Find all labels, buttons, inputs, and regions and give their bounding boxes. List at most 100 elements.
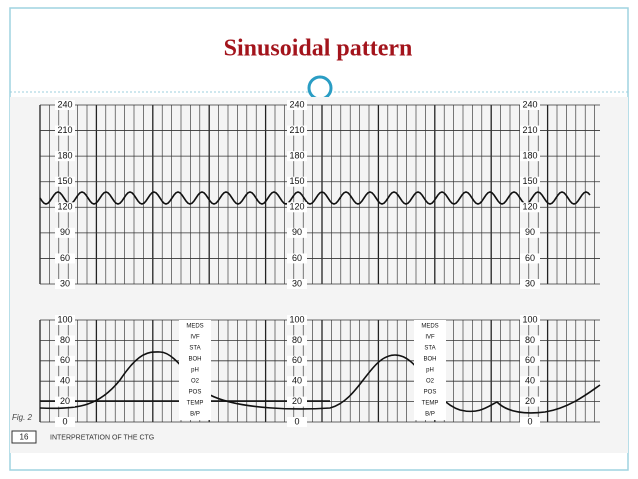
label-background (287, 151, 307, 162)
label-background (520, 396, 540, 407)
chart-note: O2 (426, 379, 435, 385)
chart-note: MEDS (186, 324, 203, 330)
fhr-scale-label: 240 (522, 99, 537, 109)
label-background (287, 125, 307, 136)
fhr-scale-label: 180 (522, 151, 537, 161)
slide-title: Sinusoidal pattern (224, 36, 413, 62)
chart-note: TEMP (187, 401, 204, 407)
label-background (287, 227, 307, 238)
label-background (55, 376, 75, 387)
label-background (520, 176, 540, 187)
label-background (55, 176, 75, 187)
fhr-scale-label: 120 (522, 202, 537, 212)
uc-trace (39, 351, 601, 414)
label-background (55, 355, 75, 366)
label-background (287, 376, 307, 387)
label-background (287, 315, 307, 325)
page-number-box (11, 430, 37, 444)
label-background (520, 355, 540, 366)
label-background (520, 227, 540, 238)
chart-note: POS (189, 390, 202, 396)
label-background (287, 253, 307, 264)
chart-note: pH (426, 368, 434, 374)
chart-note: B/P (190, 412, 200, 418)
chart-note: B/P (425, 412, 435, 418)
label-background (55, 315, 75, 325)
uc-scale-label: 100 (57, 314, 72, 324)
uc-scale-label: 60 (525, 355, 535, 365)
uc-scale-label: 20 (292, 396, 302, 406)
chart-note: O2 (191, 379, 200, 385)
label-background (520, 315, 540, 325)
fhr-scale-label: 60 (525, 253, 535, 263)
label-background (55, 125, 75, 136)
uc-scale-label: 20 (525, 396, 535, 406)
fhr-trace (39, 191, 591, 205)
fhr-scale-label: 210 (57, 125, 72, 135)
uc-scale-label: 20 (60, 396, 70, 406)
chart-note: IVF (190, 335, 200, 341)
label-background (55, 279, 75, 289)
uc-scale-label: 0 (294, 416, 299, 426)
label-background (520, 151, 540, 162)
fhr-scale-label: 240 (57, 99, 72, 109)
label-background (520, 202, 540, 213)
chart-note: TEMP (422, 401, 439, 407)
fhr-scale-label: 240 (289, 99, 304, 109)
label-background (287, 100, 307, 110)
notes-box (179, 320, 211, 420)
fhr-scale-label: 120 (289, 202, 304, 212)
uc-scale-label: 80 (525, 335, 535, 345)
chart-note: BOH (423, 357, 436, 363)
page-number: 16 (20, 433, 29, 442)
uc-scale-label: 40 (525, 376, 535, 386)
fhr-scale-label: 30 (60, 278, 70, 288)
fhr-scale-label: 150 (522, 176, 537, 186)
label-background (520, 335, 540, 346)
uc-scale-label: 80 (60, 335, 70, 345)
ctg-labels: 240 240 240 210 210 210 180 180 180 150 150 150 120 1… (55, 99, 540, 427)
label-background (287, 202, 307, 213)
label-background (520, 376, 540, 387)
label-background (520, 253, 540, 264)
fhr-scale-label: 90 (525, 227, 535, 237)
label-background (287, 176, 307, 187)
chart-note: STA (424, 346, 435, 352)
label-background (287, 279, 307, 289)
fhr-scale-label: 90 (292, 227, 302, 237)
label-background (55, 151, 75, 162)
label-background (55, 396, 75, 407)
label-background (55, 202, 75, 213)
label-background (520, 279, 540, 289)
chart-note: BOH (188, 357, 201, 363)
uc-scale-label: 40 (292, 376, 302, 386)
label-background (287, 417, 307, 427)
fhr-scale-label: 180 (57, 151, 72, 161)
fhr-scale-label: 150 (57, 176, 72, 186)
fhr-scale-label: 150 (289, 176, 304, 186)
fhr-scale-label: 120 (57, 202, 72, 212)
uc-scale-label: 0 (62, 416, 67, 426)
uc-scale-label: 40 (60, 376, 70, 386)
uc-scale-label: 60 (292, 355, 302, 365)
label-background (287, 335, 307, 346)
fhr-scale-label: 90 (60, 227, 70, 237)
fhr-scale-label: 210 (522, 125, 537, 135)
notes-box (414, 320, 446, 420)
label-background (55, 100, 75, 110)
label-background (287, 396, 307, 407)
fhr-scale-label: 210 (289, 125, 304, 135)
fhr-scale-label: 30 (525, 278, 535, 288)
figure-caption: Fig. 2 (12, 413, 33, 422)
chart-note: POS (424, 390, 437, 396)
chart-note: STA (189, 346, 200, 352)
uc-scale-label: 60 (60, 355, 70, 365)
divider-ornament (307, 75, 333, 101)
uc-scale-label: 0 (527, 416, 532, 426)
label-background (287, 355, 307, 366)
label-background (520, 100, 540, 110)
running-head: INTERPRETATION OF THE CTG (50, 434, 154, 441)
fhr-scale-label: 60 (60, 253, 70, 263)
fhr-scale-label: 30 (292, 278, 302, 288)
